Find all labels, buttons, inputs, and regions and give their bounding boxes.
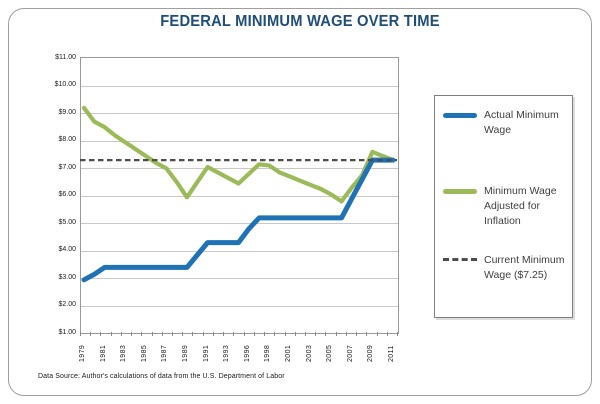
x-axis-tick [141, 332, 143, 336]
x-axis-tick [110, 332, 112, 336]
gridline [81, 168, 398, 169]
x-axis-label: 1996 [243, 344, 251, 362]
x-axis-tick [315, 332, 317, 336]
gridline [81, 305, 398, 307]
x-axis-tick [376, 332, 378, 336]
x-axis-tick [253, 332, 255, 336]
x-axis-label: 2001 [285, 344, 292, 362]
x-axis-tick [161, 332, 163, 336]
x-axis-tick [223, 332, 225, 336]
x-axis-label: 2007 [346, 344, 354, 362]
legend-label-current: Current Minimum Wage ($7.25) [484, 254, 565, 281]
x-axis-tick [356, 332, 358, 336]
x-axis-tick [294, 332, 296, 336]
x-axis-tick [304, 332, 306, 336]
x-axis-label: 1981 [99, 344, 107, 362]
x-axis-label: 1989 [182, 344, 189, 362]
current-wage-dashed-swatch [443, 258, 477, 261]
x-axis-label: 2003 [305, 344, 313, 362]
x-axis-tick [243, 332, 245, 336]
x-axis-label: 1987 [161, 344, 169, 362]
x-axis-tick [192, 332, 194, 336]
x-axis-tick [335, 332, 337, 336]
adjusted-wage-line-swatch [443, 189, 477, 194]
x-axis-tick [212, 332, 214, 336]
legend-label-actual: Actual Minimum Wage [484, 109, 559, 136]
x-axis-tick [182, 332, 184, 336]
gridline [81, 223, 398, 224]
x-axis-tick [172, 332, 174, 336]
x-axis-tick [264, 332, 266, 336]
gridline [81, 85, 398, 87]
x-axis-tick [233, 332, 235, 336]
legend-item-actual: Actual Minimum Wage [443, 108, 572, 138]
x-axis-label: 1979 [79, 344, 86, 362]
x-axis-tick [202, 332, 204, 336]
x-axis-label: 2011 [388, 345, 395, 362]
x-axis-label: 2009 [367, 344, 375, 362]
x-axis-tick [366, 332, 368, 336]
adjusted-wage-line [81, 105, 396, 204]
y-axis-label: $4.00 [58, 246, 76, 253]
x-axis-label: 1985 [140, 344, 148, 362]
gridline [81, 140, 398, 142]
page-title: FEDERAL MINIMUM WAGE OVER TIME [160, 13, 440, 30]
gridline [81, 278, 398, 279]
x-axis-tick [100, 332, 102, 336]
y-axis-label: $5.00 [58, 218, 76, 226]
y-axis-label: $8.00 [58, 136, 76, 143]
x-axis-tick [90, 332, 92, 336]
legend-label-adjusted: Minimum Wage Adjusted for Inflation [484, 185, 557, 227]
x-axis-tick [131, 332, 133, 336]
x-axis-tick [325, 332, 327, 336]
x-axis-tick [345, 332, 347, 336]
y-axis-label: $7.00 [58, 163, 76, 171]
x-axis-label: 2005 [326, 344, 334, 362]
y-axis-label: $10.00 [54, 81, 76, 88]
source-note: Data Source: Author's calculations of da… [38, 373, 285, 380]
x-axis-label: 1993 [223, 344, 231, 362]
x-axis-tick [120, 332, 122, 336]
y-axis-label: $2.00 [58, 301, 76, 308]
x-axis-tick [397, 332, 398, 336]
actual-wage-line-swatch [443, 113, 477, 118]
legend-item-current: Current Minimum Wage ($7.25) [443, 253, 572, 283]
x-axis-tick [151, 332, 153, 336]
gridline [81, 113, 398, 114]
gridline [81, 195, 398, 197]
x-axis-label: 1998 [264, 344, 272, 362]
y-axis-label: $11.00 [55, 53, 76, 61]
legend: Actual Minimum Wage Minimum Wage Adjuste… [434, 95, 573, 318]
actual-wage-line [81, 157, 396, 283]
series-canvas [80, 105, 397, 283]
y-axis-label: $1.00 [58, 328, 76, 336]
x-axis-tick [274, 332, 276, 336]
x-axis-tick [80, 332, 81, 336]
x-axis-tick [386, 332, 388, 336]
x-axis-label: 1983 [120, 344, 128, 362]
x-axis-tick [284, 332, 286, 336]
y-axis-label: $6.00 [58, 191, 76, 198]
y-axis-label: $9.00 [58, 108, 76, 116]
legend-item-adjusted: Minimum Wage Adjusted for Inflation [443, 184, 572, 229]
x-axis-label: 1991 [202, 344, 210, 362]
gridline [81, 250, 398, 252]
y-axis-label: $3.00 [58, 273, 76, 281]
